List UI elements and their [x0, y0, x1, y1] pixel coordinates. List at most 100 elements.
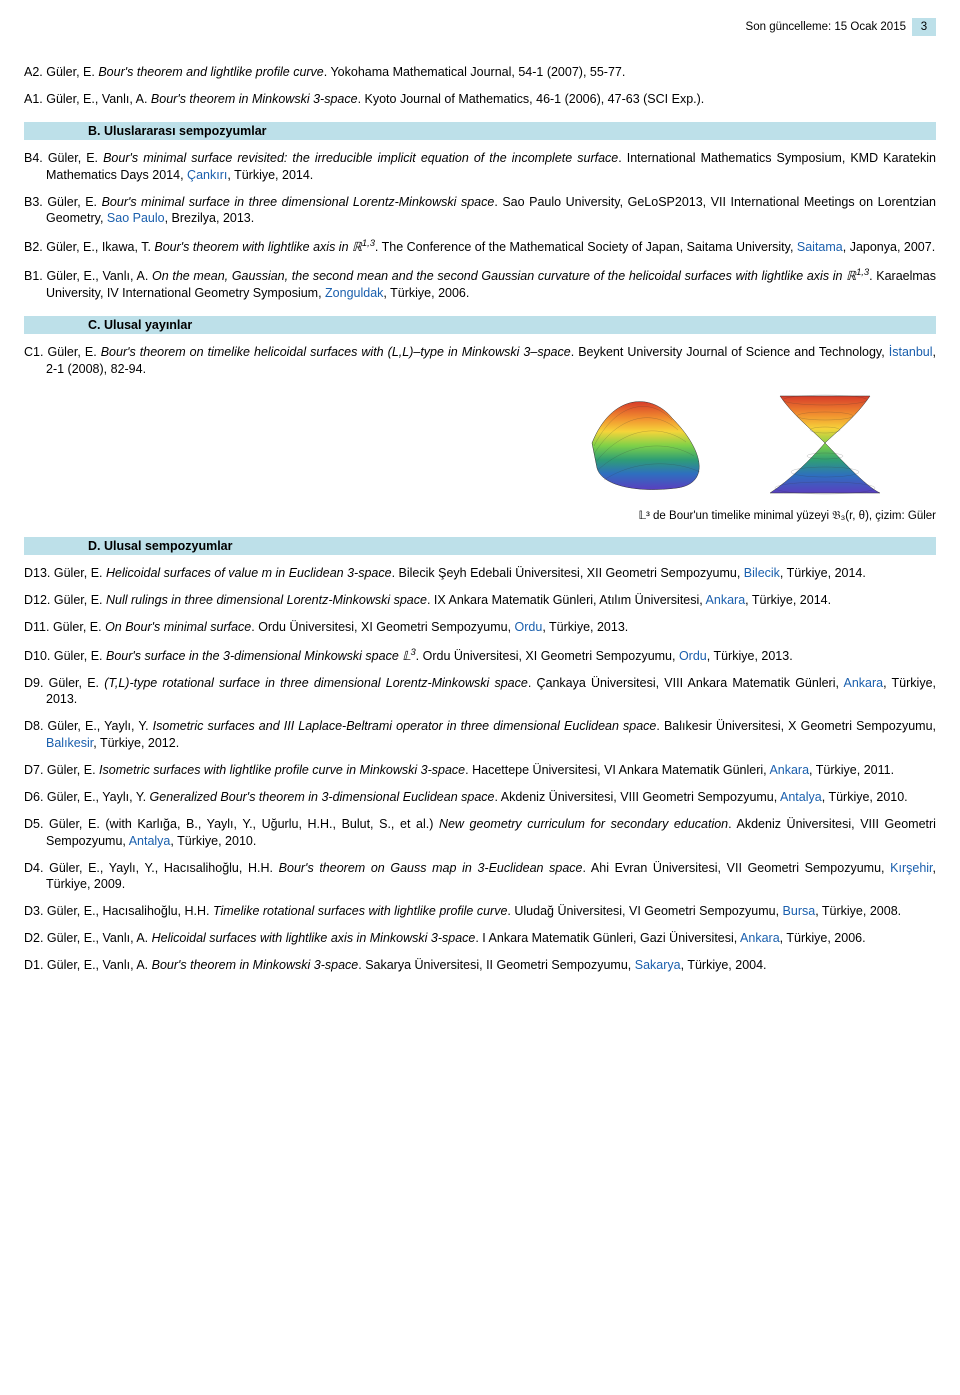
entry-prefix: A2. Güler, E.	[24, 65, 98, 79]
entry-title: Bour's surface in the 3-dimensional Mink…	[106, 649, 416, 663]
entry-prefix: D8. Güler, E., Yaylı, Y.	[24, 719, 153, 733]
entry-title: Bour's theorem on timelike helicoidal su…	[101, 345, 571, 359]
entry-text: . Hacettepe Üniversitesi, VI Ankara Mate…	[465, 763, 769, 777]
entry-location: Zonguldak	[325, 286, 383, 300]
entry-title-text: Bour's theorem with lightlike axis in ℝ	[154, 240, 362, 254]
page: Son güncelleme: 15 Ocak 2015 3 A2. Güler…	[0, 0, 960, 1024]
entry-text: , Türkiye, 2014.	[780, 566, 866, 580]
entry-text: . Ordu Üniversitesi, XI Geometri Sempozy…	[416, 649, 679, 663]
entry-text: , Türkiye, 2013.	[707, 649, 793, 663]
figure-caption: 𝕃³ de Bour'un timelike minimal yüzeyi 𝔅₃…	[24, 508, 936, 523]
entry-d10: D10. Güler, E. Bour's surface in the 3-d…	[24, 646, 936, 665]
entry-title: Timelike rotational surfaces with lightl…	[213, 904, 507, 918]
entry-location: Antalya	[129, 834, 171, 848]
entry-d3: D3. Güler, E., Hacısalihoğlu, H.H. Timel…	[24, 903, 936, 920]
section-title: B. Uluslararası sempozyumlar	[88, 124, 267, 138]
entry-title: Bour's theorem in Minkowski 3-space	[152, 958, 359, 972]
entry-text: , Türkiye, 2011.	[809, 763, 894, 777]
entry-title: (T,L)-type rotational surface in three d…	[104, 676, 528, 690]
entry-prefix: D9. Güler, E.	[24, 676, 104, 690]
entry-title: Bour's theorem with lightlike axis in ℝ1…	[154, 240, 375, 254]
entry-location: Saitama	[797, 240, 843, 254]
entry-prefix: D11. Güler, E.	[24, 620, 105, 634]
entry-text: . Çankaya Üniversitesi, VIII Ankara Mate…	[528, 676, 844, 690]
entry-text: , Türkiye, 2006.	[383, 286, 469, 300]
entry-title: Generalized Bour's theorem in 3-dimensio…	[150, 790, 495, 804]
entry-c1: C1. Güler, E. Bour's theorem on timelike…	[24, 344, 936, 378]
entry-text: , Türkiye, 2012.	[93, 736, 179, 750]
entry-location: İstanbul	[889, 345, 933, 359]
entry-title: Null rulings in three dimensional Lorent…	[106, 593, 427, 607]
entry-location: Ordu	[515, 620, 543, 634]
entry-prefix: D3. Güler, E., Hacısalihoğlu, H.H.	[24, 904, 213, 918]
entry-location: Ankara	[769, 763, 809, 777]
entry-title: Bour's theorem in Minkowski 3-space	[151, 92, 358, 106]
entry-text: , Japonya, 2007.	[843, 240, 935, 254]
entry-prefix: D7. Güler, E.	[24, 763, 99, 777]
entry-text: . Uludağ Üniversitesi, VI Geometri Sempo…	[507, 904, 782, 918]
entry-text: . Sakarya Üniversitesi, II Geometri Semp…	[358, 958, 634, 972]
entry-title: Bour's minimal surface in three dimensio…	[102, 195, 495, 209]
entry-text: . Balıkesir Üniversitesi, X Geometri Sem…	[656, 719, 936, 733]
entry-prefix: D2. Güler, E., Vanlı, A.	[24, 931, 152, 945]
entry-text: . Akdeniz Üniversitesi, VIII Geometri Se…	[494, 790, 780, 804]
entry-title: Bour's theorem and lightlike profile cur…	[98, 65, 323, 79]
entry-location: Bursa	[783, 904, 816, 918]
entry-d9: D9. Güler, E. (T,L)-type rotational surf…	[24, 675, 936, 709]
entry-superscript: 1,3	[856, 267, 869, 277]
entry-prefix: A1. Güler, E., Vanlı, A.	[24, 92, 151, 106]
entry-text: . Bilecik Şeyh Edebali Üniversitesi, XII…	[392, 566, 744, 580]
entry-d6: D6. Güler, E., Yaylı, Y. Generalized Bou…	[24, 789, 936, 806]
entry-text: , Türkiye, 2008.	[815, 904, 901, 918]
entry-text: . IX Ankara Matematik Günleri, Atılım Ün…	[427, 593, 706, 607]
entry-text: . I Ankara Matematik Günleri, Gazi Ünive…	[475, 931, 740, 945]
section-title: D. Ulusal sempozyumlar	[88, 539, 233, 553]
entry-title: Isometric surfaces and III Laplace-Beltr…	[153, 719, 657, 733]
entry-location: Balıkesir	[46, 736, 93, 750]
entry-text: , Türkiye, 2013.	[542, 620, 628, 634]
entry-text: . Beykent University Journal of Science …	[571, 345, 889, 359]
entry-d4: D4. Güler, E., Yaylı, Y., Hacısalihoğlu,…	[24, 860, 936, 894]
entry-title-text: Bour's surface in the 3-dimensional Mink…	[106, 649, 410, 663]
entry-location: Çankırı	[187, 168, 227, 182]
entry-text: . Ahi Evran Üniversitesi, VII Geometri S…	[583, 861, 891, 875]
entry-prefix: D12. Güler, E.	[24, 593, 106, 607]
entry-d7: D7. Güler, E. Isometric surfaces with li…	[24, 762, 936, 779]
entry-prefix: D1. Güler, E., Vanlı, A.	[24, 958, 152, 972]
entry-title: On Bour's minimal surface	[105, 620, 251, 634]
entry-b3: B3. Güler, E. Bour's minimal surface in …	[24, 194, 936, 228]
entry-b2: B2. Güler, E., Ikawa, T. Bour's theorem …	[24, 237, 936, 256]
surface-figure-left	[582, 388, 732, 498]
figure-row	[24, 388, 936, 498]
page-header: Son güncelleme: 15 Ocak 2015 3	[24, 18, 936, 36]
section-heading-c: C. Ulusal yayınlar	[24, 316, 936, 334]
entry-prefix: B2. Güler, E., Ikawa, T.	[24, 240, 154, 254]
entry-text: , Türkiye, 2014.	[745, 593, 831, 607]
entry-prefix: D10. Güler, E.	[24, 649, 106, 663]
entry-text: , Türkiye, 2010.	[170, 834, 256, 848]
entry-text: . The Conference of the Mathematical Soc…	[375, 240, 797, 254]
entry-d2: D2. Güler, E., Vanlı, A. Helicoidal surf…	[24, 930, 936, 947]
entry-prefix: C1. Güler, E.	[24, 345, 101, 359]
entry-title: Bour's theorem on Gauss map in 3-Euclide…	[279, 861, 583, 875]
entry-d8: D8. Güler, E., Yaylı, Y. Isometric surfa…	[24, 718, 936, 752]
entry-prefix: B3. Güler, E.	[24, 195, 102, 209]
entry-a1: A1. Güler, E., Vanlı, A. Bour's theorem …	[24, 91, 936, 108]
entry-superscript: 1,3	[362, 238, 375, 248]
entry-location: Ankara	[740, 931, 780, 945]
entry-text: , Türkiye, 2004.	[681, 958, 767, 972]
entry-title: On the mean, Gaussian, the second mean a…	[152, 269, 869, 283]
surface-figure-right	[750, 388, 900, 498]
entry-location: Bilecik	[744, 566, 780, 580]
entry-d5: D5. Güler, E. (with Karlığa, B., Yaylı, …	[24, 816, 936, 850]
entry-text: . Ordu Üniversitesi, XI Geometri Sempozy…	[251, 620, 514, 634]
entry-location: Ordu	[679, 649, 707, 663]
entry-text: , Türkiye, 2014.	[227, 168, 313, 182]
entry-location: Kırşehir	[890, 861, 932, 875]
section-heading-d: D. Ulusal sempozyumlar	[24, 537, 936, 555]
entry-a2: A2. Güler, E. Bour's theorem and lightli…	[24, 64, 936, 81]
entry-location: Sakarya	[635, 958, 681, 972]
entry-prefix: D13. Güler, E.	[24, 566, 106, 580]
entry-location: Ankara	[843, 676, 883, 690]
entry-title: New geometry curriculum for secondary ed…	[439, 817, 728, 831]
